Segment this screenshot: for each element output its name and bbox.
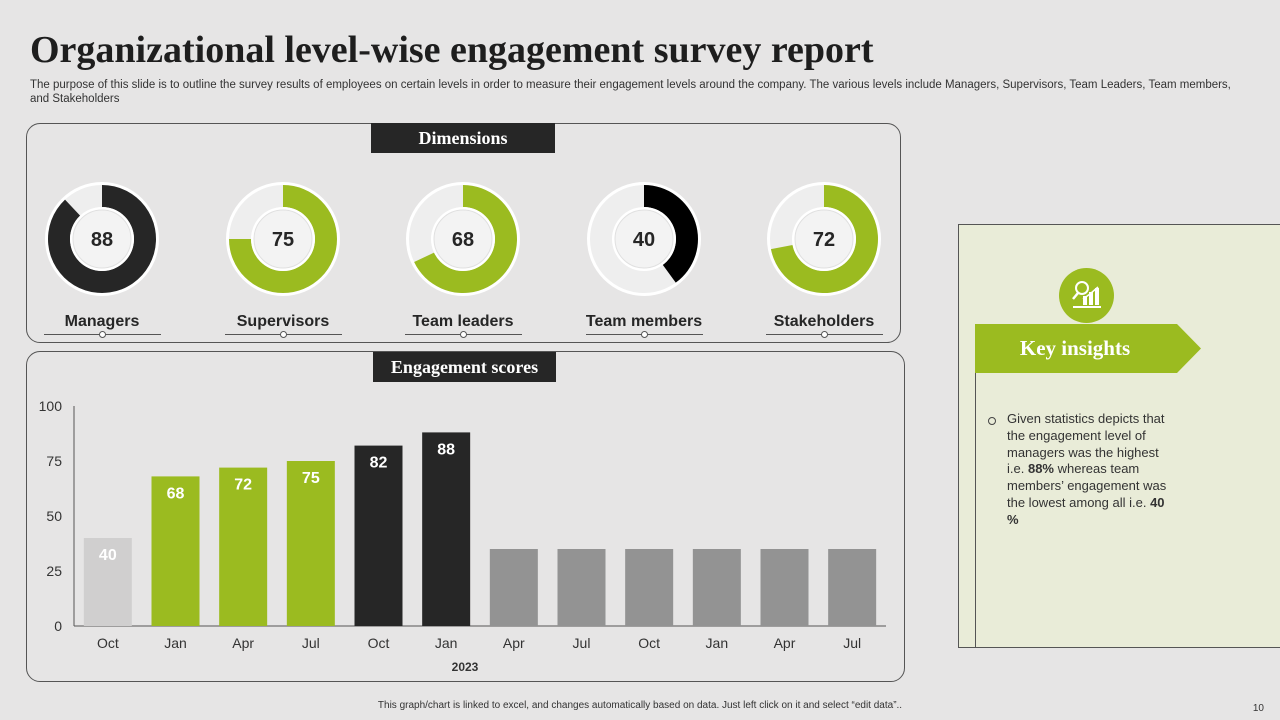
insight-item: Given statistics depicts that the engage… [988, 411, 1168, 529]
donut-hole [614, 209, 674, 269]
y-tick-label: 75 [46, 453, 62, 469]
insights-heading: Key insights [1019, 336, 1131, 360]
engagement-bar-chart: 0 25 50 75 100 40 Oct 68 Jan 72 Apr 75 Jul 82 Oct 88 Jan… [39, 398, 886, 674]
donut-hole [72, 209, 132, 269]
bar-oct [354, 445, 403, 626]
donut-hole [433, 209, 493, 269]
insight-text: whereas team members’ engagement was the… [1007, 461, 1167, 510]
dimension-label: Supervisors [236, 313, 330, 330]
donut-managers: 88 [42, 181, 162, 297]
insights-inner-frame [975, 372, 1280, 648]
y-tick-label: 25 [46, 563, 62, 579]
donut-value-label: 75 [272, 229, 294, 251]
insights-banner [975, 324, 1201, 373]
dimension-marker-dot [641, 331, 648, 338]
donut-supervisors: 75 [223, 181, 343, 297]
page-number: 10 [1252, 703, 1264, 714]
donut-value-label: 68 [452, 229, 474, 251]
donut-hole [253, 209, 313, 269]
dimension-label: Team members [585, 313, 703, 330]
donut-value-label: 88 [91, 229, 113, 251]
bar-data-label: 68 [167, 485, 185, 502]
insights-list: Given statistics depicts that the engage… [988, 411, 1168, 529]
bar-oct [625, 549, 674, 626]
donut-value-arc [770, 185, 878, 293]
dimension-marker-dot [280, 331, 287, 338]
footer-note: This graph/chart is linked to excel, and… [377, 700, 903, 711]
bar-jan [692, 549, 741, 626]
x-tick-label: Apr [503, 635, 525, 651]
bar-oct [83, 538, 132, 626]
bar-jan [151, 476, 200, 626]
bar-data-label: 72 [234, 477, 252, 494]
x-tick-label: Jan [164, 635, 187, 651]
y-tick-label: 50 [46, 508, 62, 524]
x-tick-label: Oct [97, 635, 119, 651]
x-tick-label: Jan [706, 635, 729, 651]
insight-highlight: 40 % [1007, 494, 1165, 527]
donut-value-arc [229, 185, 337, 293]
x-tick-label: Jul [843, 635, 861, 651]
insight-highlight: 88% [1027, 461, 1054, 477]
growth-chart-search-icon [1059, 268, 1114, 323]
donut-team-members: 40 [584, 181, 704, 297]
x-tick-label: Oct [368, 635, 390, 651]
dimensions-heading: Dimensions [371, 123, 555, 153]
donut-hole [794, 209, 854, 269]
page-title: Organizational level-wise engagement sur… [30, 29, 874, 71]
x-tick-label: Oct [638, 635, 660, 651]
y-tick-label: 0 [54, 618, 62, 634]
x-tick-label: Jul [302, 635, 320, 651]
dimension-marker-dot [821, 331, 828, 338]
dimension-marker-dot [460, 331, 467, 338]
dimension-label: Managers [64, 313, 140, 330]
donut-value-arc [414, 185, 517, 293]
engagement-panel [26, 351, 905, 682]
bar-data-label: 88 [437, 441, 455, 458]
donut-value-arc [644, 185, 698, 283]
bar-jan [422, 432, 471, 626]
donut-stakeholders: 72 [764, 181, 884, 297]
bar-data-label: 75 [302, 470, 320, 487]
bar-data-label: 82 [370, 455, 388, 472]
bar-jul [557, 549, 606, 626]
x-axis-title: 2023 [452, 660, 479, 674]
bar-jul [286, 461, 335, 626]
dimension-label: Team leaders [412, 313, 514, 330]
bar-data-label: 40 [99, 547, 117, 564]
y-tick-label: 100 [39, 398, 63, 414]
insight-text: Given statistics depicts that the engage… [1007, 411, 1165, 477]
x-tick-label: Jul [573, 635, 591, 651]
dimension-label: Stakeholders [773, 313, 875, 330]
x-tick-label: Jan [435, 635, 458, 651]
x-tick-label: Apr [774, 635, 796, 651]
bar-jul [828, 549, 877, 626]
donut-value-arc [48, 185, 156, 293]
bar-apr [760, 549, 809, 626]
donut-team-leaders: 68 [403, 181, 523, 297]
x-tick-label: Apr [232, 635, 254, 651]
page-subtitle: The purpose of this slide is to outline … [30, 79, 1231, 105]
donut-value-label: 72 [813, 229, 835, 251]
bar-apr [489, 549, 538, 626]
dimension-marker-dot [99, 331, 106, 338]
donut-value-label: 40 [633, 229, 655, 251]
insights-panel [958, 224, 1280, 648]
engagement-heading: Engagement scores [373, 352, 556, 382]
bar-apr [219, 467, 268, 626]
